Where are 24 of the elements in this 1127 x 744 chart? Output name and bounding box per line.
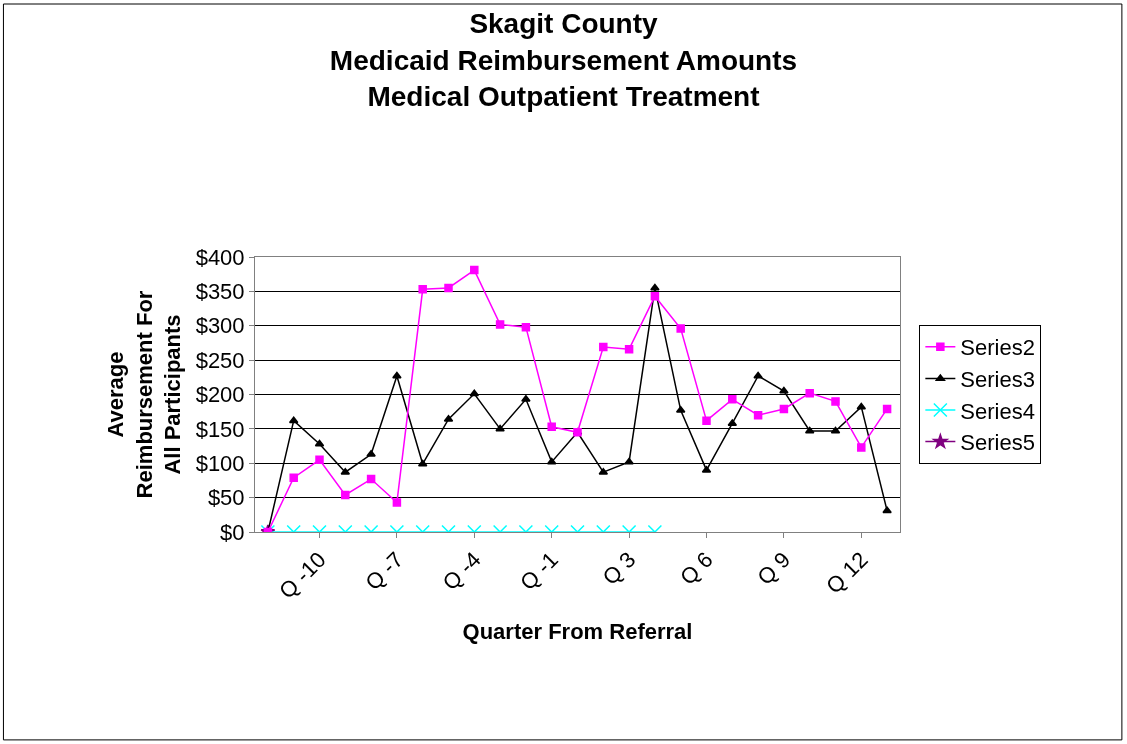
x-tick-label: Q 6: [675, 547, 718, 590]
legend-label: Series4: [960, 398, 1035, 424]
legend-label: Series5: [960, 430, 1035, 456]
y-tick-label: $400: [195, 244, 245, 270]
y-tick-label: $200: [195, 382, 245, 408]
x-tick-label: Q -10: [274, 547, 331, 604]
y-tick-label: $250: [195, 347, 245, 373]
legend-label: Series2: [960, 335, 1035, 361]
x-tick-label: Q -4: [437, 547, 486, 595]
y-tick-label: $0: [220, 519, 245, 545]
x-tick-label: Q 9: [752, 547, 796, 590]
y-tick-label: $100: [195, 450, 245, 476]
x-axis-title: Quarter From Referral: [462, 618, 693, 644]
x-tick-label: Q -1: [515, 547, 564, 595]
y-tick-label: $300: [195, 313, 245, 339]
legend-label: Series3: [960, 366, 1035, 392]
chart-title: Skagit County Medicaid Reimbursement Amounts Medical Outpatient Treatment: [329, 8, 798, 113]
x-tick-label: Q 3: [597, 547, 641, 590]
y-tick-label: $50: [207, 485, 245, 511]
y-axis-title: Average Reimbursement For All Participants: [103, 290, 186, 499]
x-tick-label: Q 12: [821, 547, 873, 599]
y-tick-label: $150: [195, 416, 245, 442]
y-tick-label: $350: [195, 279, 245, 305]
x-tick-label: Q -7: [360, 547, 409, 595]
